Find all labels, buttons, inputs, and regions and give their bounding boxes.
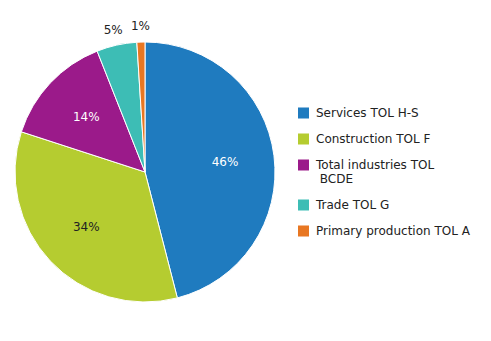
legend-label: Services TOL H-S (316, 106, 419, 120)
data-label: 14% (73, 110, 100, 124)
pie-slice (15, 132, 177, 302)
data-label: 34% (73, 220, 100, 234)
data-label: 5% (104, 23, 123, 37)
pie-slice (97, 42, 145, 172)
legend-swatch (298, 134, 309, 145)
legend-label: Trade TOL G (315, 198, 389, 212)
legend-label: Total industries TOL BCDE (315, 158, 434, 186)
legend-swatch (298, 200, 309, 211)
slices (15, 42, 275, 302)
legend-swatch (298, 160, 309, 171)
legend-label: Construction TOL F (316, 132, 430, 146)
chart: 46% 34% 14% 5% 1% Services TOL H-S Constructio… (0, 0, 491, 341)
data-label: 1% (131, 19, 150, 33)
pie-slice (137, 42, 145, 172)
legend-swatch (298, 108, 309, 119)
legend-swatch (298, 226, 309, 237)
data-label: 46% (212, 155, 239, 169)
legend: Services TOL H-S Construction TOL F Total … (298, 106, 471, 238)
data-labels: 46% 34% 14% 5% 1% (73, 19, 238, 234)
legend-label: Primary production TOL A (316, 224, 471, 238)
